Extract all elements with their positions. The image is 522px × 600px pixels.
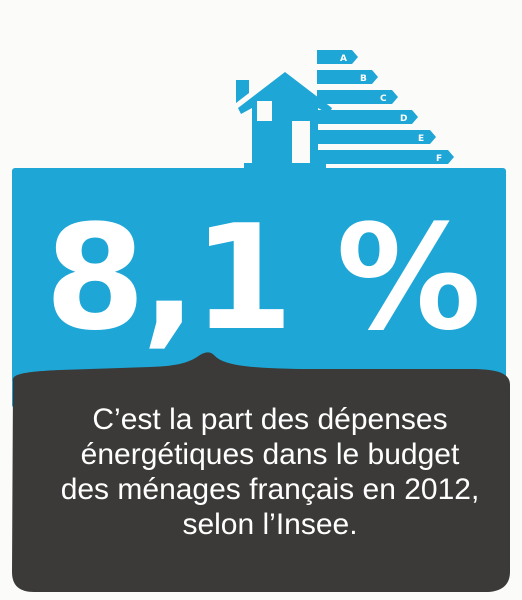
- energy-bar-e: [317, 130, 436, 144]
- energy-bar-f: [317, 150, 454, 164]
- caption-line-4: selon l’Insee.: [182, 508, 358, 541]
- energy-bar-b: [317, 70, 378, 84]
- caption-text: C’est la part des dépenses énergétiques …: [60, 402, 480, 542]
- dark-panel: [12, 352, 510, 592]
- energy-rating-scale: A B C D E F: [317, 50, 454, 164]
- energy-label-a: A: [340, 54, 347, 64]
- caption-line-3: des ménages français en 2012,: [60, 473, 480, 506]
- energy-label-f: F: [436, 154, 442, 164]
- energy-label-d: D: [400, 114, 407, 124]
- caption-line-2: énergétiques dans le budget: [80, 438, 460, 471]
- energy-bar-d: [317, 110, 418, 124]
- energy-label-c: C: [380, 94, 387, 104]
- energy-bar-a: [317, 50, 358, 64]
- energy-label-b: B: [360, 74, 367, 84]
- caption-line-1: C’est la part des dépenses: [92, 403, 448, 436]
- energy-bar-c: [317, 90, 398, 104]
- blue-panel: [12, 168, 506, 408]
- energy-label-e: E: [418, 134, 424, 144]
- house-icon: [236, 72, 332, 168]
- headline-percentage: 8,1 %: [45, 194, 478, 363]
